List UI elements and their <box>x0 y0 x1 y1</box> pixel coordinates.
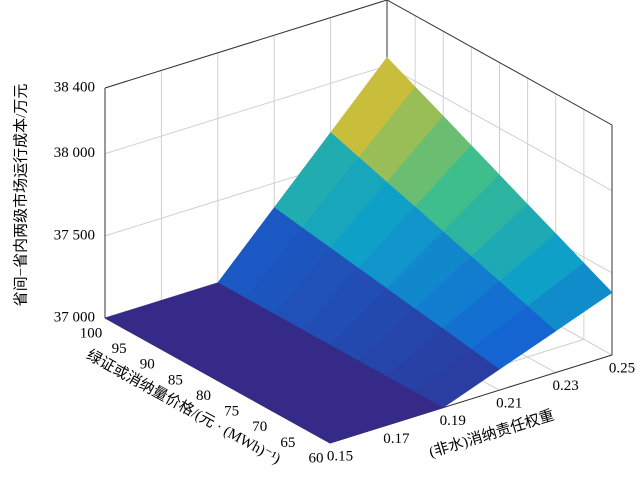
axis-edge <box>386 0 613 126</box>
axis-edge <box>104 0 388 89</box>
x-tick-label: 90 <box>140 357 155 373</box>
y-tick-label: 0.19 <box>440 413 466 429</box>
z-tick-label: 37 000 <box>54 309 95 325</box>
z-axis-label: 省间−省内两级市场运行成本/万元 <box>12 84 29 307</box>
x-tick-label: 100 <box>80 325 103 341</box>
z-tick-label: 37 500 <box>54 227 95 243</box>
y-tick-label: 0.25 <box>609 360 635 376</box>
grid-line <box>386 65 613 192</box>
y-tick-label: 0.15 <box>327 448 353 464</box>
grid-line <box>104 65 388 155</box>
y-tick-label: 0.23 <box>552 378 578 394</box>
x-tick-label: 75 <box>224 404 239 420</box>
y-tick-label: 0.17 <box>383 431 410 447</box>
x-tick-label: 70 <box>252 419 267 435</box>
x-tick-label: 85 <box>168 372 183 388</box>
x-tick-label: 95 <box>112 341 127 357</box>
y-tick-label: 0.21 <box>496 396 522 412</box>
z-tick-label: 38 000 <box>54 145 95 161</box>
surface-patch <box>301 409 388 444</box>
z-tick-label: 38 400 <box>54 79 95 95</box>
x-tick-label: 80 <box>196 388 211 404</box>
x-tick-label: 60 <box>309 450 324 466</box>
x-tick-label: 65 <box>280 435 295 451</box>
